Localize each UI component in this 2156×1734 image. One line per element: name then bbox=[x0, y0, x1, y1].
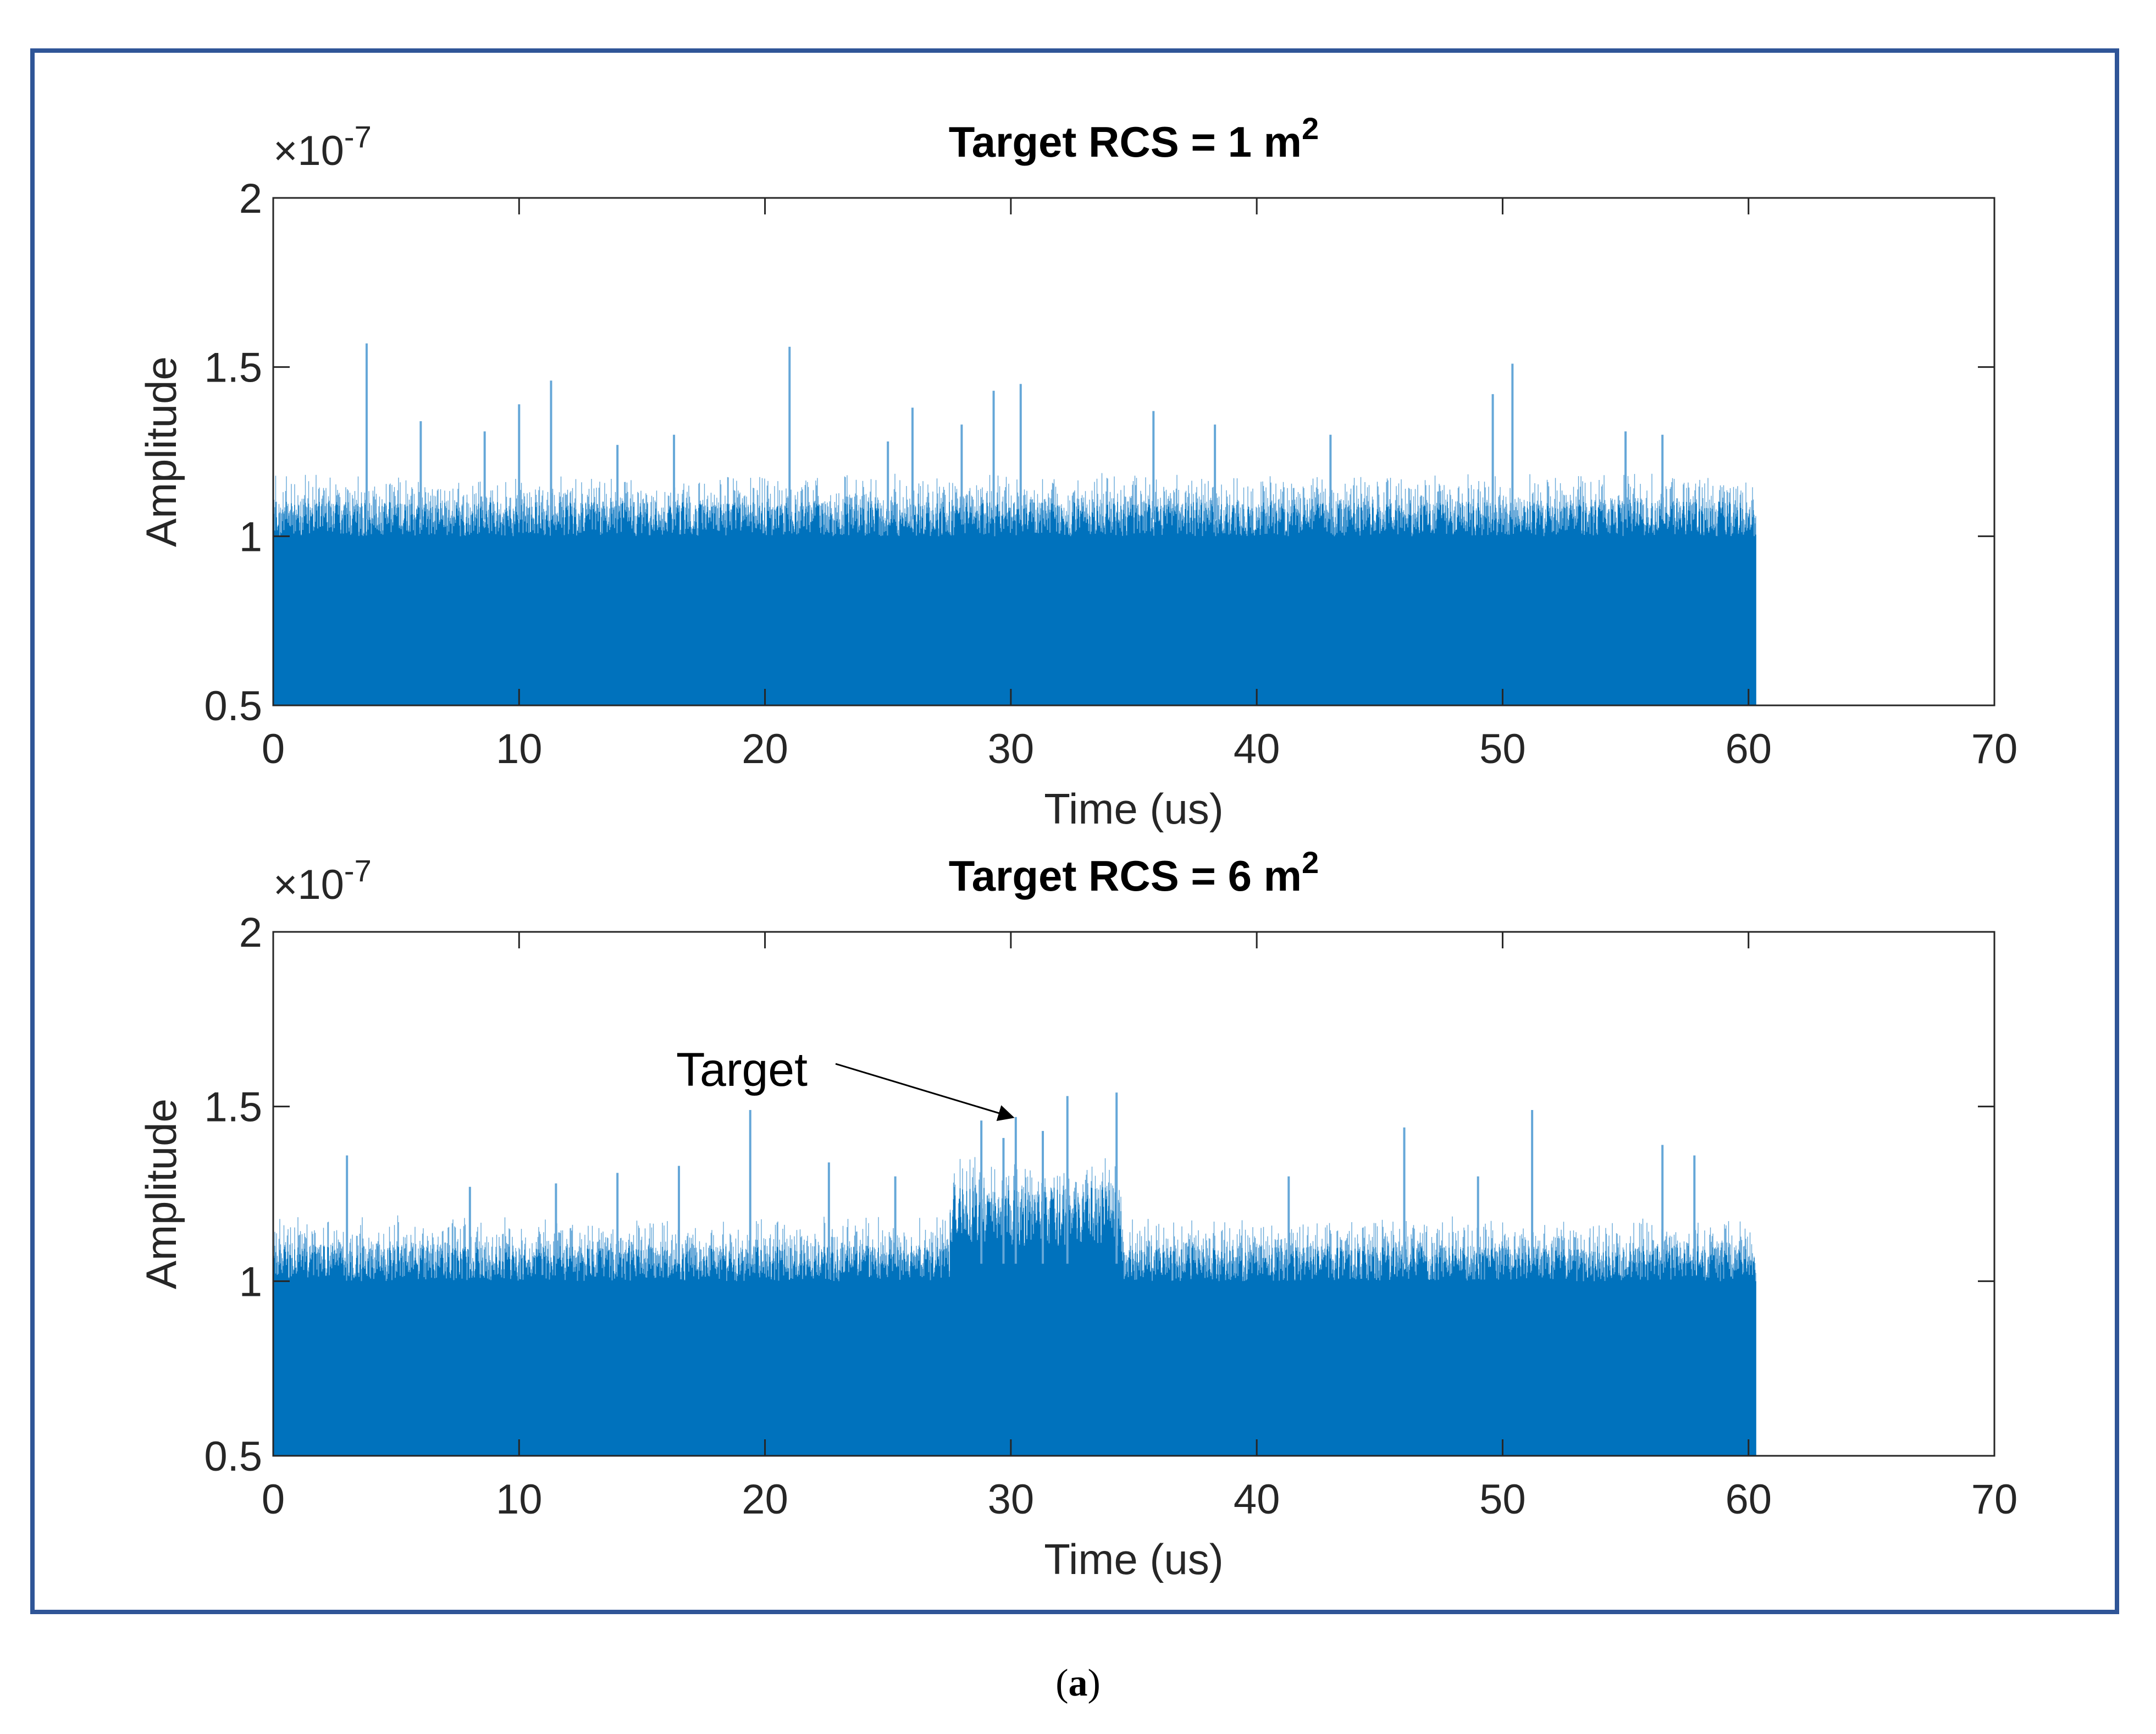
y-tick-label: 0.5 bbox=[204, 1433, 262, 1480]
axes-box bbox=[272, 931, 1995, 1457]
chart-title: Target RCS = 1 m2 bbox=[949, 111, 1319, 166]
axis-exponent-power: -7 bbox=[344, 853, 372, 888]
axis-exponent-power: -7 bbox=[344, 119, 372, 154]
y-tick-label: 2 bbox=[239, 909, 262, 956]
x-tick-label: 20 bbox=[742, 726, 788, 772]
caption-label: a bbox=[1068, 1662, 1088, 1704]
x-tick-label: 0 bbox=[262, 726, 285, 772]
axis-exponent-base: ×10 bbox=[273, 128, 344, 174]
x-tick-label: 40 bbox=[1234, 1476, 1280, 1523]
annotation-arrow bbox=[835, 1063, 1015, 1121]
chart-title: Target RCS = 6 m2 bbox=[949, 845, 1319, 900]
chart-title-text: Target RCS = 1 m bbox=[949, 118, 1302, 166]
y-tick-label: 1 bbox=[239, 513, 262, 560]
axis-exponent-base: ×10 bbox=[273, 862, 344, 908]
caption-close-paren: ) bbox=[1087, 1662, 1101, 1704]
caption-open-paren: ( bbox=[1055, 1662, 1069, 1704]
chart-title-superscript: 2 bbox=[1302, 845, 1319, 880]
axis-exponent: ×10-7 bbox=[273, 853, 372, 908]
y-axis-label: Amplitude bbox=[137, 1098, 185, 1289]
annotation-label: Target bbox=[676, 1043, 808, 1096]
x-tick-label: 10 bbox=[496, 1476, 543, 1523]
x-tick-label: 30 bbox=[988, 726, 1035, 772]
x-tick-label: 50 bbox=[1479, 726, 1526, 772]
x-tick-label: 0 bbox=[262, 1476, 285, 1523]
x-tick-label: 60 bbox=[1725, 726, 1772, 772]
chart-2: 0 10 20 30 40 50 60 700.511.52×10-7 Target RCS =… bbox=[137, 845, 2017, 1583]
x-tick-label: 70 bbox=[1971, 726, 2018, 772]
x-axis-label: Time (us) bbox=[1044, 785, 1223, 833]
y-tick-label: 1 bbox=[239, 1258, 262, 1305]
y-tick-label: 1.5 bbox=[204, 1084, 262, 1131]
x-tick-label: 40 bbox=[1234, 726, 1280, 772]
axis-exponent: ×10-7 bbox=[273, 119, 372, 174]
axes-box bbox=[272, 197, 1995, 706]
x-tick-label: 70 bbox=[1971, 1476, 2018, 1523]
x-tick-label: 30 bbox=[988, 1476, 1035, 1523]
chart-1: 0 10 20 30 40 50 60 700.511.52×10-7 Target RCS =… bbox=[137, 111, 2017, 833]
x-tick-label: 10 bbox=[496, 726, 543, 772]
y-tick-label: 0.5 bbox=[204, 683, 262, 730]
chart-title-superscript: 2 bbox=[1302, 111, 1319, 146]
x-tick-label: 20 bbox=[742, 1476, 788, 1523]
y-tick-label: 1.5 bbox=[204, 345, 262, 391]
y-tick-label: 2 bbox=[239, 175, 262, 222]
figure-caption: (a) bbox=[0, 1661, 2156, 1705]
x-tick-label: 60 bbox=[1725, 1476, 1772, 1523]
x-axis-label: Time (us) bbox=[1044, 1535, 1223, 1583]
y-axis-label: Amplitude bbox=[137, 356, 185, 547]
x-tick-label: 50 bbox=[1479, 1476, 1526, 1523]
figure-frame bbox=[30, 48, 2119, 1614]
chart-title-text: Target RCS = 6 m bbox=[949, 852, 1302, 900]
